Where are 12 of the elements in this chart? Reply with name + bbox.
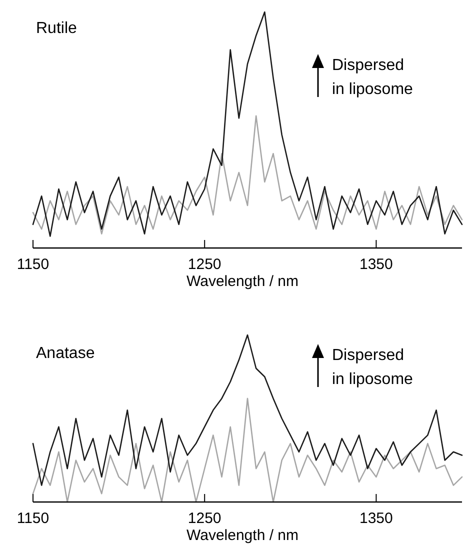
text: Rutile xyxy=(36,20,78,37)
x-tick-label: 1150 xyxy=(16,256,50,273)
x-tick-label: 1250 xyxy=(188,256,222,273)
x-tick-label: 1350 xyxy=(360,256,393,273)
x-tick-label: 1250 xyxy=(188,510,222,527)
text: Anatase xyxy=(36,345,95,362)
x-tick-label: 1350 xyxy=(360,510,393,527)
x-axis-title: Wavelength / nm xyxy=(186,273,298,290)
annotation: Dispersed in liposome xyxy=(332,347,414,388)
x-axis-title: Wavelength / nm xyxy=(186,527,298,544)
annotation: Dispersed in liposome xyxy=(332,57,414,98)
x-tick-label: 1150 xyxy=(16,510,50,527)
